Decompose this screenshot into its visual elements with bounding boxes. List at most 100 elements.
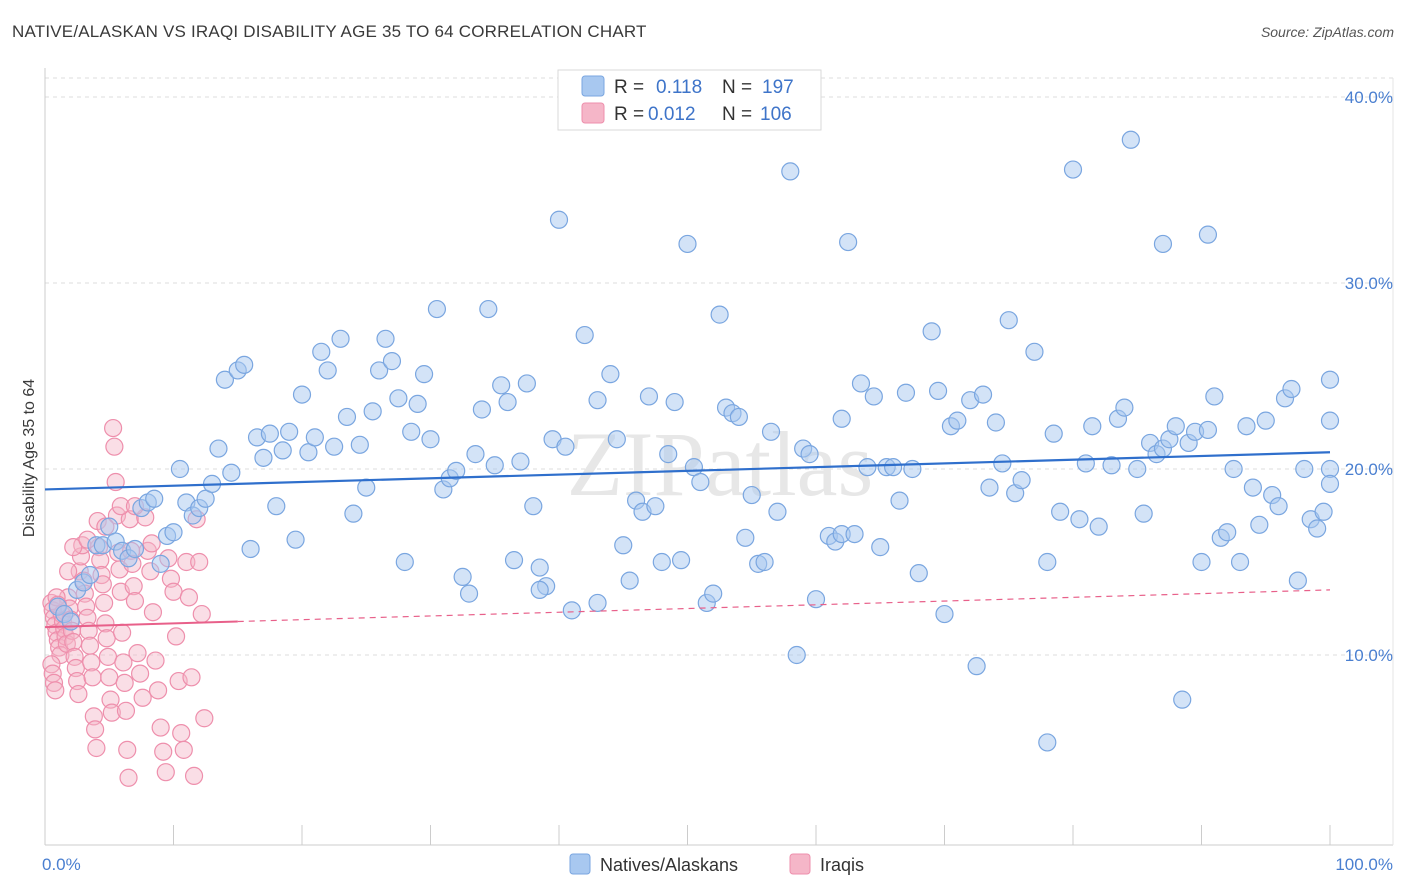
natives-point (325, 437, 344, 456)
natives-point (382, 352, 402, 371)
natives-point (331, 329, 350, 348)
watermark-text: ZIPatlas (567, 413, 874, 515)
iraqis-point (115, 673, 134, 693)
iraqis-point (151, 718, 170, 737)
y-tick-label: 40.0% (1345, 88, 1393, 107)
natives-point (524, 497, 543, 516)
natives-point (562, 601, 581, 620)
natives-point (363, 402, 382, 421)
natives-point (427, 299, 447, 319)
natives-point (864, 387, 883, 406)
natives-point (344, 504, 363, 523)
iraqis-point (119, 768, 138, 787)
natives-point (973, 385, 993, 404)
iraqis-point (97, 629, 116, 648)
iraqis-point (96, 614, 115, 633)
legend-r-label-iraqis: R = (614, 104, 644, 125)
iraqis-point (83, 668, 102, 687)
natives-point (209, 439, 228, 458)
iraqis-point (69, 684, 88, 704)
natives-point (607, 430, 626, 449)
legend-n-label-iraqis: N = (722, 104, 752, 125)
natives-point (530, 558, 549, 577)
natives-point (967, 657, 986, 676)
natives-point (1166, 417, 1185, 436)
iraqis-point (142, 534, 161, 553)
iraqis-point (195, 709, 214, 728)
natives-point (485, 456, 504, 475)
iraqis-trend-line-solid (44, 620, 238, 629)
natives-point (370, 361, 389, 380)
natives-point (1295, 459, 1314, 479)
natives-point (652, 552, 671, 572)
iraqis-point (68, 671, 87, 691)
iraqis-point (166, 627, 186, 646)
natives-point (620, 571, 639, 590)
y-tick-label: 20.0% (1345, 460, 1393, 479)
natives-point (665, 392, 684, 412)
natives-point (421, 430, 440, 449)
natives-point (1205, 387, 1224, 406)
natives-point (273, 441, 292, 460)
natives-point (614, 536, 633, 555)
natives-point (1102, 456, 1121, 475)
natives-point (1025, 342, 1044, 361)
natives-point (504, 551, 524, 570)
iraqis-point (130, 664, 150, 683)
natives-point (1083, 417, 1102, 436)
iraqis-point (59, 562, 78, 581)
natives-point (678, 234, 697, 254)
iraqis-point (125, 591, 145, 611)
natives-point (1134, 504, 1153, 523)
natives-point (993, 454, 1012, 473)
bottom-legend-label-iraqis: Iraqis (820, 855, 864, 875)
natives-point (254, 448, 273, 467)
natives-point (1250, 515, 1269, 534)
natives-point (871, 538, 890, 557)
iraqis-point (100, 668, 119, 687)
natives-point (305, 428, 324, 447)
natives-point (845, 524, 864, 544)
iraqis-point (164, 582, 183, 601)
natives-point (948, 411, 967, 430)
natives-point (1038, 733, 1057, 752)
natives-point (260, 424, 279, 443)
natives-point (164, 523, 183, 542)
trend-lines (44, 451, 1331, 629)
legend-r-value-iraqis: 0.012 (648, 104, 696, 125)
natives-point (1173, 690, 1192, 709)
y-axis-title: Disability Age 35 to 64 (21, 379, 38, 537)
natives-point (729, 407, 749, 427)
natives-point (357, 478, 376, 497)
natives-point (659, 445, 678, 464)
natives-point (903, 459, 922, 479)
natives-point (646, 497, 665, 516)
natives-point (498, 392, 517, 412)
iraqis-point (105, 437, 124, 456)
natives-point (337, 407, 357, 427)
iraqis-point (104, 418, 123, 438)
natives-point (145, 489, 164, 508)
natives-point (832, 409, 851, 428)
natives-point (389, 389, 408, 408)
natives-point (125, 539, 145, 559)
natives-point (890, 491, 909, 510)
natives-point (235, 355, 254, 374)
legend-n-value-natives: 197 (762, 77, 794, 98)
natives-point (1115, 398, 1134, 417)
iraqis-point (177, 552, 196, 572)
bottom-legend-swatch-natives (569, 853, 591, 875)
natives-point (755, 552, 774, 572)
natives-point (453, 567, 472, 586)
natives-point (267, 497, 286, 516)
natives-point (447, 461, 466, 480)
legend-r-value-natives: 0.118 (656, 77, 702, 98)
natives-point (639, 387, 659, 406)
natives-point (710, 305, 729, 324)
natives-point (601, 365, 620, 384)
iraqis-point (156, 763, 175, 782)
legend-n-value-iraqis: 106 (760, 104, 792, 125)
iraqis-point (86, 720, 105, 739)
iraqis-point (80, 636, 100, 655)
